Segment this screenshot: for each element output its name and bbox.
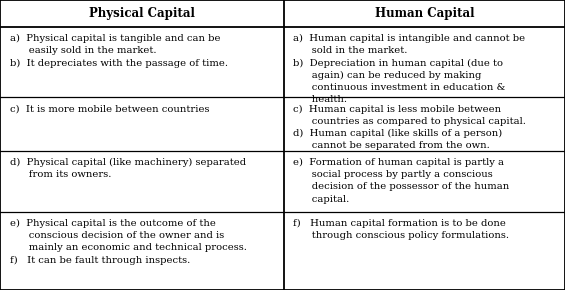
Text: f)   Human capital formation is to be done
      through conscious policy formul: f) Human capital formation is to be done… bbox=[293, 219, 508, 240]
Text: a)  Human capital is intangible and cannot be
      sold in the market.
b)  Depr: a) Human capital is intangible and canno… bbox=[293, 34, 525, 104]
Text: c)  It is more mobile between countries: c) It is more mobile between countries bbox=[10, 104, 210, 113]
Text: e)  Physical capital is the outcome of the
      conscious decision of the owner: e) Physical capital is the outcome of th… bbox=[10, 219, 247, 265]
Text: a)  Physical capital is tangible and can be
      easily sold in the market.
b) : a) Physical capital is tangible and can … bbox=[10, 34, 228, 68]
Text: e)  Formation of human capital is partly a
      social process by partly a cons: e) Formation of human capital is partly … bbox=[293, 158, 509, 204]
Text: c)  Human capital is less mobile between
      countries as compared to physical: c) Human capital is less mobile between … bbox=[293, 104, 525, 150]
Text: Physical Capital: Physical Capital bbox=[89, 7, 195, 20]
Text: d)  Physical capital (like machinery) separated
      from its owners.: d) Physical capital (like machinery) sep… bbox=[10, 158, 246, 179]
Text: Human Capital: Human Capital bbox=[375, 7, 474, 20]
